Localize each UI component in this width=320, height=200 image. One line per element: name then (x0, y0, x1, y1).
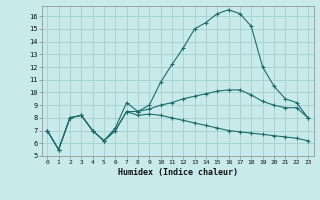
X-axis label: Humidex (Indice chaleur): Humidex (Indice chaleur) (118, 168, 237, 177)
